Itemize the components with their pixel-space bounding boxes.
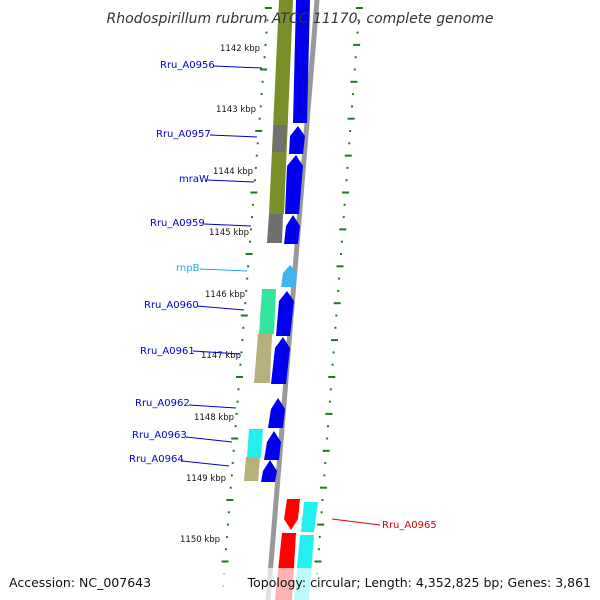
kbp-label: 1147 kbp: [201, 351, 241, 361]
gene-label-mraw[interactable]: mraW: [179, 174, 209, 185]
gene-arrow-a0960[interactable]: [276, 291, 294, 336]
leader-line-a0956: [212, 65, 263, 69]
gene-label-a0965[interactable]: Rru_A0965: [382, 520, 437, 531]
gene-leader-lines: [181, 65, 381, 526]
gene-label-a0956[interactable]: Rru_A0956: [160, 60, 215, 71]
leader-line-a0960: [196, 305, 245, 311]
gene-arrow-a0956[interactable]: [293, 0, 310, 123]
gene-arrow-a0961[interactable]: [271, 337, 290, 384]
leader-line-a0963: [185, 436, 233, 443]
cog-blocks: [244, 0, 293, 481]
gene-arrow-a0962[interactable]: [268, 398, 285, 428]
gene-label-rnpb[interactable]: rnpB: [176, 263, 200, 274]
cog-block-gray: [272, 125, 287, 152]
gene-label-a0959[interactable]: Rru_A0959: [150, 218, 205, 229]
kbp-label: 1149 kbp: [186, 474, 226, 484]
leader-line-mraw: [206, 179, 255, 183]
kbp-label: 1144 kbp: [213, 167, 253, 177]
kbp-label: 1143 kbp: [216, 105, 256, 115]
leader-line-a0957: [209, 134, 258, 138]
leader-line-a0964: [181, 460, 230, 467]
gene-arrow-rnpb[interactable]: [281, 265, 297, 287]
gene-label-a0961[interactable]: Rru_A0961: [140, 346, 195, 357]
gene-arrow-a0963[interactable]: [264, 431, 281, 460]
cog-block-cyan: [247, 429, 263, 457]
cog-block-cyan: [301, 502, 318, 532]
gene-arrow-a0965[interactable]: [284, 499, 300, 530]
gene-label-a0957[interactable]: Rru_A0957: [156, 129, 211, 140]
leader-line-a0962: [188, 404, 237, 409]
gene-arrow-a0964[interactable]: [261, 460, 277, 482]
cog-block-khaki: [254, 334, 272, 383]
kbp-label: 1145 kbp: [209, 228, 249, 238]
kbp-labels: 1142 kbp 1143 kbp 1144 kbp 1145 kbp 1146…: [180, 44, 260, 545]
cog-block-olive: [269, 0, 293, 214]
leader-line-a0959: [203, 223, 252, 227]
kbp-label: 1148 kbp: [194, 413, 234, 423]
gene-label-a0963[interactable]: Rru_A0963: [132, 430, 187, 441]
leader-line-rnpb: [199, 268, 248, 272]
cog-block-khaki: [244, 457, 260, 481]
gene-label-a0960[interactable]: Rru_A0960: [144, 300, 199, 311]
kbp-label: 1150 kbp: [180, 535, 220, 545]
cog-block-mint: [259, 289, 276, 334]
gene-arrow-a0959[interactable]: [284, 215, 300, 244]
gene-label-a0964[interactable]: Rru_A0964: [129, 454, 184, 465]
footer-background: [0, 568, 600, 600]
topology-text: Topology: circular; Length: 4,352,825 bp…: [247, 575, 591, 590]
leader-line-a0961: [192, 350, 241, 355]
cog-block-gray: [267, 214, 283, 243]
gene-arrow-a0957[interactable]: [289, 126, 305, 154]
kbp-label: 1142 kbp: [220, 44, 260, 54]
outer-tick-ring: [221, 7, 363, 588]
gene-label-a0962[interactable]: Rru_A0962: [135, 398, 190, 409]
kbp-label: 1146 kbp: [205, 290, 245, 300]
leader-line-a0965: [331, 518, 381, 526]
gene-arrow-mraw[interactable]: [285, 155, 303, 214]
gene-labels: Rru_A0956 Rru_A0957 mraW Rru_A0959 rnpB …: [129, 60, 437, 531]
accession-text: Accession: NC_007643: [9, 575, 151, 590]
forward-genes: [261, 0, 310, 482]
map-title: Rhodospirillum rubrum ATCC 11170, comple…: [107, 11, 494, 27]
